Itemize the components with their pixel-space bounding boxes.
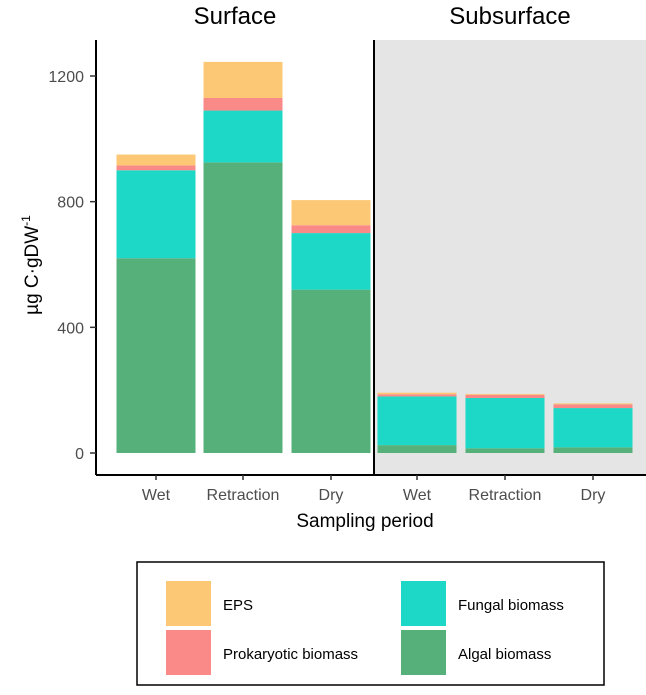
bar-subsurface-wet-prokaryotic-biomass: [377, 394, 457, 397]
bar-subsurface-dry-prokaryotic-biomass: [553, 404, 633, 409]
bar-subsurface-dry-algal-biomass: [553, 447, 633, 453]
bar-subsurface-retraction-algal-biomass: [465, 448, 545, 453]
x-tick-label-subsurface-retraction: Retraction: [469, 487, 542, 504]
bar-surface-wet-fungal-biomass: [116, 170, 196, 259]
axes: [90, 40, 646, 480]
y-axis-title: µg C·gDW-1: [19, 215, 43, 315]
bar-subsurface-dry-fungal-biomass: [553, 408, 633, 448]
x-tick-label-surface-dry: Dry: [319, 487, 344, 504]
x-tick-label-surface-retraction: Retraction: [207, 487, 280, 504]
y-tick-label-1200: 1200: [48, 69, 84, 86]
y-tick-label-400: 400: [57, 320, 84, 337]
legend-swatch-fungal-biomass: [401, 581, 446, 626]
y-axis-title-main: µg C·gDW: [22, 226, 43, 315]
bar-subsurface-wet-fungal-biomass: [377, 396, 457, 446]
x-tick-label-subsurface-dry: Dry: [581, 487, 606, 504]
legend-label-fungal-biomass: Fungal biomass: [458, 597, 564, 614]
bar-subsurface-wet-eps: [377, 392, 457, 395]
bar-surface-wet-algal-biomass: [116, 258, 196, 453]
bar-surface-dry-fungal-biomass: [291, 233, 371, 290]
y-tick-label-800: 800: [57, 195, 84, 212]
bar-subsurface-retraction-eps: [465, 393, 545, 395]
bar-surface-wet-prokaryotic-biomass: [116, 165, 196, 171]
legend-label-prokaryotic-biomass: Prokaryotic biomass: [223, 646, 358, 663]
panel-title-subsurface: Subsurface: [449, 3, 570, 30]
legend-swatch-algal-biomass: [401, 630, 446, 675]
bar-subsurface-retraction-fungal-biomass: [465, 398, 545, 449]
legend-swatch-prokaryotic-biomass: [166, 630, 211, 675]
bars: [116, 61, 633, 454]
x-tick-labels: Wet Retraction Dry Wet Retraction Dry: [142, 487, 606, 504]
legend-label-eps: EPS: [223, 597, 253, 614]
y-tick-label-0: 0: [75, 446, 84, 463]
bar-surface-retraction-algal-biomass: [203, 162, 283, 454]
bar-surface-dry-eps: [291, 200, 371, 226]
bar-surface-retraction-eps: [203, 61, 283, 98]
legend-box: [136, 561, 605, 686]
bar-surface-wet-eps: [116, 154, 196, 166]
legend-swatch-eps: [166, 581, 211, 626]
bar-surface-dry-algal-biomass: [291, 289, 371, 453]
legend: EPS Prokaryotic biomass Fungal biomass Alga…: [136, 561, 605, 686]
bar-surface-retraction-fungal-biomass: [203, 110, 283, 163]
bar-subsurface-dry-eps: [553, 403, 633, 405]
bar-subsurface-wet-algal-biomass: [377, 445, 457, 453]
x-tick-label-surface-wet: Wet: [142, 487, 171, 504]
x-axis-title: Sampling period: [296, 511, 433, 532]
panel-titles: Surface Subsurface: [194, 3, 571, 30]
legend-label-algal-biomass: Algal biomass: [458, 646, 551, 663]
bar-surface-dry-prokaryotic-biomass: [291, 225, 371, 234]
x-tick-label-subsurface-wet: Wet: [403, 487, 432, 504]
bar-subsurface-retraction-prokaryotic-biomass: [465, 394, 545, 399]
bar-surface-retraction-prokaryotic-biomass: [203, 97, 283, 111]
y-tick-labels: 0 400 800 1200: [48, 69, 84, 463]
panel-title-surface: Surface: [194, 3, 277, 30]
y-axis-title-superscript: -1: [19, 215, 33, 226]
